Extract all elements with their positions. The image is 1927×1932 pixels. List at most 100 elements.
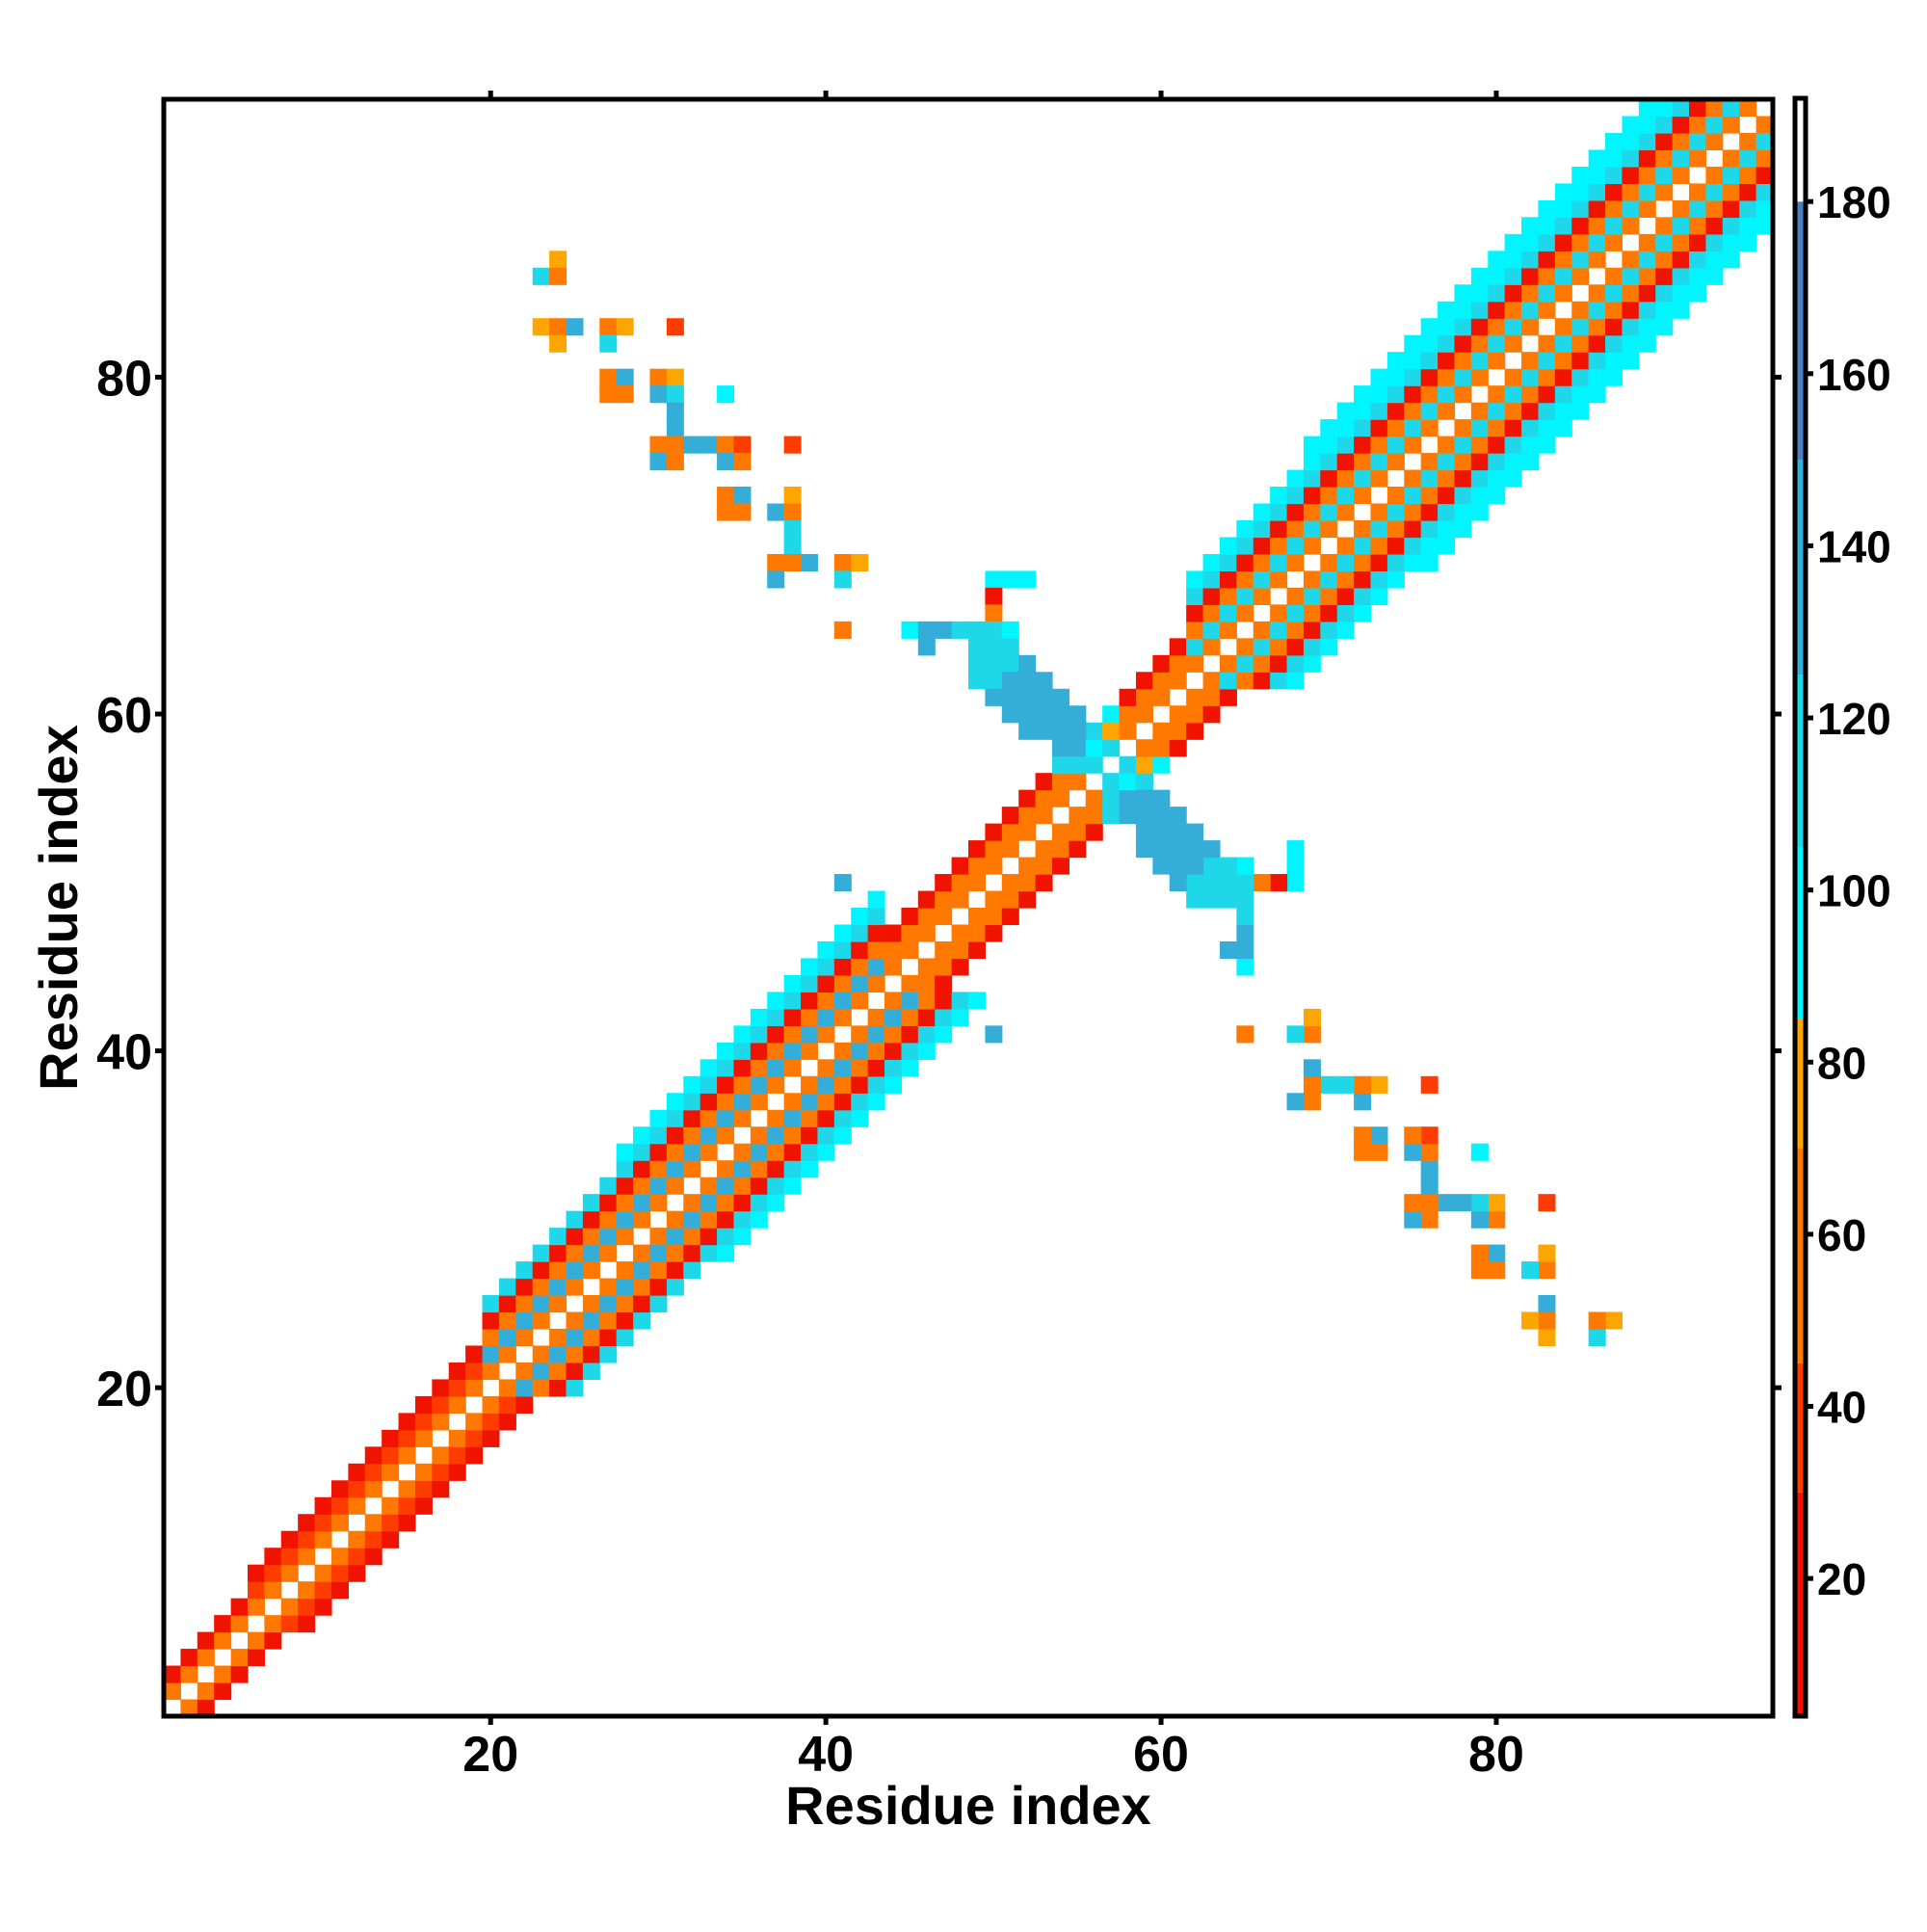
- heatmap-cell: [1336, 402, 1355, 420]
- heatmap-cell: [649, 453, 668, 471]
- heatmap-cell: [330, 1581, 349, 1600]
- heatmap-cell: [264, 1548, 282, 1566]
- colorbar-tick-label: 160: [1817, 350, 1891, 400]
- heatmap-cell: [1504, 368, 1522, 386]
- heatmap-cell: [1605, 217, 1623, 235]
- heatmap-cell: [1655, 166, 1674, 184]
- heatmap-cell: [1689, 199, 1707, 218]
- heatmap-cell: [1504, 385, 1522, 404]
- heatmap-cell: [1186, 823, 1204, 841]
- heatmap-cell: [1286, 503, 1305, 521]
- heatmap-cell: [432, 1463, 450, 1481]
- heatmap-cell: [1655, 301, 1674, 319]
- heatmap-cell: [1386, 519, 1405, 539]
- heatmap-cell: [1538, 1295, 1556, 1313]
- heatmap-cell: [1152, 672, 1171, 690]
- heatmap-cell: [867, 890, 885, 909]
- heatmap-cell: [1202, 638, 1221, 656]
- heatmap-cell: [1001, 840, 1019, 859]
- heatmap-cell: [1722, 149, 1740, 168]
- heatmap-cell: [817, 940, 835, 960]
- heatmap-cell: [833, 1042, 852, 1060]
- heatmap-cell: [649, 1177, 668, 1195]
- heatmap-cell: [767, 1059, 785, 1077]
- heatmap-cell: [1538, 1311, 1556, 1330]
- heatmap-cell: [1739, 99, 1757, 118]
- heatmap-cell: [264, 1615, 282, 1633]
- heatmap-cell: [1488, 318, 1506, 336]
- heatmap-cell: [935, 621, 953, 639]
- heatmap-cell: [214, 1631, 232, 1650]
- heatmap-cell: [1236, 638, 1254, 656]
- heatmap-cell: [901, 974, 919, 992]
- heatmap-cell: [1488, 352, 1506, 370]
- heatmap-cell: [767, 553, 785, 572]
- heatmap-cell: [1470, 352, 1489, 370]
- heatmap-cell: [1538, 1244, 1556, 1262]
- heatmap-cell: [1755, 132, 1774, 151]
- colorbar-segment: [1795, 1019, 1806, 1149]
- heatmap-cell: [582, 1228, 600, 1246]
- heatmap-cell: [1152, 857, 1171, 875]
- heatmap-cell: [1521, 251, 1540, 269]
- heatmap-cell: [935, 1025, 953, 1044]
- heatmap-cell: [1504, 233, 1522, 251]
- heatmap-cell: [1739, 183, 1757, 201]
- heatmap-cell: [1354, 469, 1372, 488]
- heatmap-cell: [935, 908, 953, 926]
- heatmap-cell: [616, 1278, 634, 1296]
- heatmap-cell: [1051, 722, 1069, 740]
- heatmap-cell: [498, 1311, 516, 1330]
- heatmap-cell: [683, 1143, 701, 1161]
- heatmap-cell: [348, 1564, 366, 1582]
- heatmap-cell: [649, 1295, 668, 1313]
- heatmap-cell: [1538, 385, 1556, 404]
- heatmap-cell: [465, 1379, 484, 1397]
- heatmap-cell: [1622, 334, 1640, 353]
- heatmap-cell: [1102, 739, 1121, 757]
- heatmap-cell: [1638, 199, 1656, 218]
- heatmap-cell: [1454, 1194, 1472, 1212]
- heatmap-cell: [700, 1093, 718, 1111]
- heatmap-cell: [851, 908, 869, 926]
- heatmap-cell: [1722, 251, 1740, 269]
- heatmap-cell: [1001, 621, 1019, 639]
- heatmap-cell: [1152, 840, 1171, 859]
- heatmap-cell: [1236, 570, 1254, 589]
- heatmap-cell: [1488, 1194, 1506, 1212]
- heatmap-cell: [935, 992, 953, 1010]
- heatmap-cell: [733, 1042, 752, 1060]
- heatmap-cell: [549, 1228, 568, 1246]
- heatmap-cell: [783, 1059, 802, 1077]
- heatmap-cell: [733, 1025, 752, 1044]
- heatmap-cell: [1420, 1143, 1439, 1161]
- heatmap-cell: [1286, 638, 1305, 656]
- heatmap-cell: [1336, 503, 1355, 521]
- heatmap-cell: [1470, 469, 1489, 488]
- heatmap-cell: [314, 1598, 332, 1616]
- heatmap-cell: [1320, 587, 1338, 605]
- heatmap-cell: [398, 1514, 416, 1532]
- heatmap-cell: [733, 1228, 752, 1246]
- heatmap-cell: [817, 1126, 835, 1145]
- heatmap-cell: [833, 1109, 852, 1127]
- heatmap-cell: [1051, 857, 1069, 875]
- heatmap-cell: [917, 974, 936, 992]
- heatmap-cell: [1605, 267, 1623, 285]
- heatmap-cell: [1286, 621, 1305, 639]
- heatmap-cell: [382, 1530, 400, 1548]
- heatmap-cell: [1638, 318, 1656, 336]
- y-tick-label: 40: [96, 1025, 152, 1081]
- heatmap-cell: [1320, 519, 1338, 539]
- heatmap-cell: [985, 621, 1003, 639]
- heatmap-cell: [1488, 1210, 1506, 1229]
- heatmap-cell: [951, 874, 969, 892]
- heatmap-cell: [465, 1362, 484, 1381]
- x-axis-title: Residue index: [785, 1775, 1151, 1836]
- heatmap-cell: [549, 1261, 568, 1280]
- heatmap-cell: [616, 1210, 634, 1229]
- heatmap-cell: [1336, 570, 1355, 589]
- heatmap-cell: [1722, 99, 1740, 118]
- heatmap-cell: [733, 436, 752, 454]
